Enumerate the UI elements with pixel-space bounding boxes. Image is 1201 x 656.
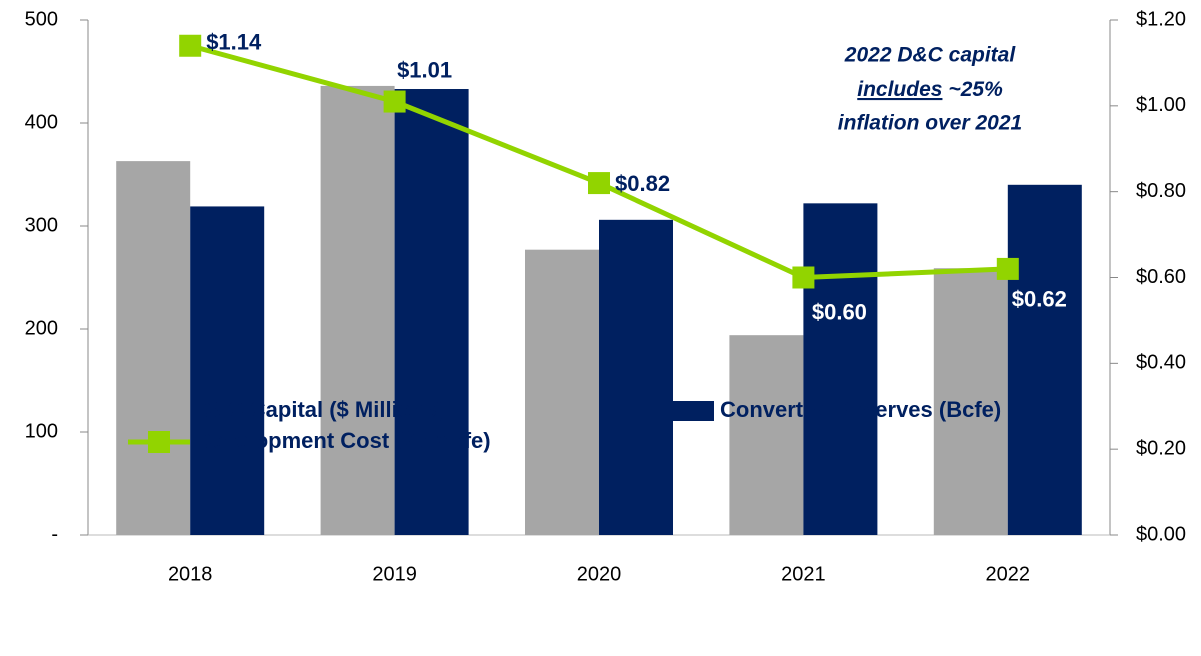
annotation: inflation over 2021 xyxy=(838,112,1022,135)
bar xyxy=(803,203,878,535)
y-tick-label: 500 xyxy=(25,8,58,30)
bar xyxy=(933,268,1008,535)
data-label: $1.14 xyxy=(206,30,262,55)
bar xyxy=(190,206,265,535)
y2-tick-label: $0.60 xyxy=(1136,266,1186,288)
x-tick-label: 2022 xyxy=(986,563,1031,585)
legend-label: Converted Reserves (Bcfe) xyxy=(720,397,1001,422)
y2-tick-label: $1.20 xyxy=(1136,8,1186,30)
line-marker xyxy=(792,266,815,289)
y2-tick-label: $0.80 xyxy=(1136,180,1186,202)
x-tick-label: 2019 xyxy=(372,563,417,585)
annotation: includes ~25% xyxy=(857,78,1003,101)
x-tick-label: 2021 xyxy=(781,563,826,585)
y-tick-label: 200 xyxy=(25,317,58,339)
bar xyxy=(525,249,599,535)
y-tick-label: - xyxy=(51,523,58,545)
x-tick-label: 2020 xyxy=(577,563,622,585)
data-label: $0.60 xyxy=(812,299,867,324)
bar xyxy=(116,161,191,536)
bar xyxy=(599,219,673,535)
y-tick-label: 100 xyxy=(25,420,58,442)
y2-tick-label: $0.40 xyxy=(1136,352,1186,374)
bar xyxy=(320,85,395,536)
bar xyxy=(1007,184,1082,536)
legend-label: D&C Capital ($ Millions) xyxy=(196,397,444,422)
legend-swatch xyxy=(148,431,170,453)
legend-label: Development Cost ($ / Mcfe) xyxy=(196,428,491,453)
line-marker xyxy=(179,34,202,57)
y-tick-label: 400 xyxy=(25,111,58,133)
annotation: 2022 D&C capital xyxy=(844,44,1017,67)
y2-tick-label: $1.00 xyxy=(1136,94,1186,116)
y2-tick-label: $0.00 xyxy=(1136,523,1186,545)
data-label: $0.62 xyxy=(1012,287,1067,312)
legend-swatch xyxy=(128,401,190,421)
annotation: includes xyxy=(857,78,942,101)
data-label: $0.82 xyxy=(615,171,670,196)
line-marker xyxy=(588,172,610,195)
annotation: ~25% xyxy=(948,78,1003,101)
bar xyxy=(394,89,469,535)
bar xyxy=(729,335,804,535)
y-tick-label: 300 xyxy=(25,214,58,236)
line-marker xyxy=(383,90,406,113)
x-tick-label: 2018 xyxy=(168,563,213,585)
y2-tick-label: $0.20 xyxy=(1136,437,1186,459)
line-marker xyxy=(996,257,1019,280)
legend-swatch xyxy=(652,401,714,421)
data-label: $1.01 xyxy=(397,57,452,82)
